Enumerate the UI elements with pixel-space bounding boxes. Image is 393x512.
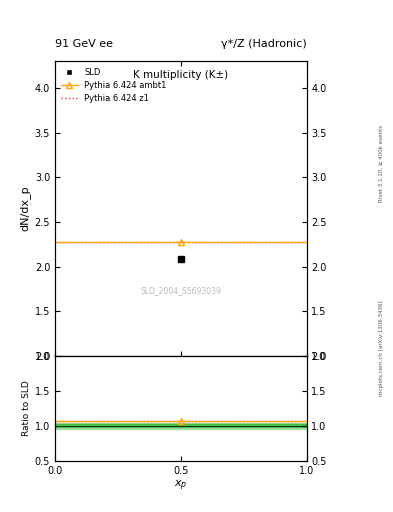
- Legend: SLD, Pythia 6.424 ambt1, Pythia 6.424 z1: SLD, Pythia 6.424 ambt1, Pythia 6.424 z1: [57, 65, 170, 106]
- X-axis label: $x_p$: $x_p$: [174, 478, 187, 493]
- Text: mcplots.cern.ch [arXiv:1306.3436]: mcplots.cern.ch [arXiv:1306.3436]: [379, 301, 384, 396]
- Text: K multiplicity (K±): K multiplicity (K±): [133, 70, 228, 80]
- Bar: [55, 423, 307, 429]
- Text: SLD_2004_S5693039: SLD_2004_S5693039: [140, 287, 221, 295]
- Y-axis label: Ratio to SLD: Ratio to SLD: [22, 380, 31, 436]
- Text: γ*/Z (Hadronic): γ*/Z (Hadronic): [221, 38, 307, 49]
- Bar: [55, 424, 307, 427]
- Text: Rivet 3.1.10, ≥ 400k events: Rivet 3.1.10, ≥ 400k events: [379, 125, 384, 202]
- Text: 91 GeV ee: 91 GeV ee: [55, 38, 113, 49]
- Y-axis label: dN/dx_p: dN/dx_p: [20, 186, 31, 231]
